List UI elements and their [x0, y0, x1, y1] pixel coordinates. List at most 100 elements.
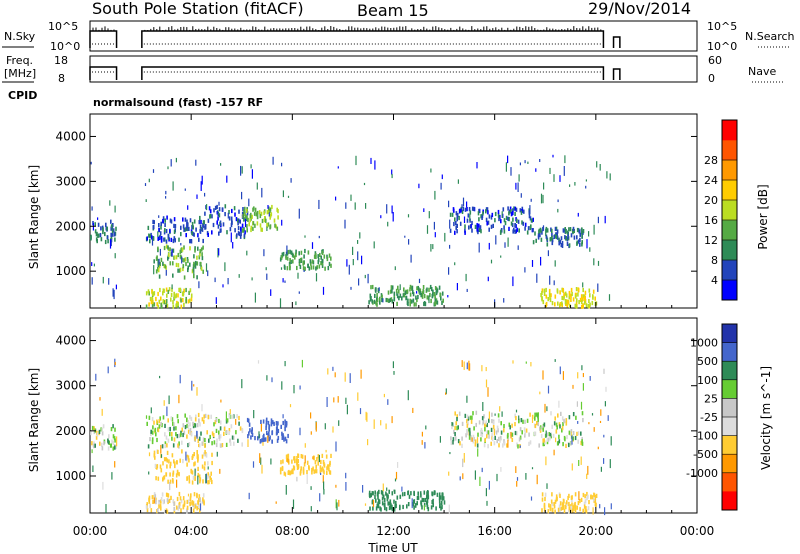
power-echo-cell: [194, 246, 196, 251]
power-echo-cell: [396, 291, 398, 296]
velocity-echo-cell: [259, 439, 262, 444]
velocity-echo-cell: [194, 461, 196, 466]
power-echo-cell: [321, 250, 324, 255]
power-scatter-cell: [230, 232, 232, 243]
power-scatter-cell: [503, 298, 505, 303]
velocity-echo-cell: [503, 424, 505, 429]
power-echo-cell: [219, 228, 222, 233]
velocity-scatter-cell: [332, 426, 334, 433]
velocity-echo-cell: [484, 437, 486, 443]
velocity-scatter-cell: [207, 466, 209, 470]
velocity-echo-cell: [193, 462, 195, 467]
beam-label: Beam 15: [357, 1, 429, 20]
velocity-echo-cell: [163, 475, 166, 480]
velocity-echo-cell: [173, 506, 175, 512]
velocity-scatter-cell: [304, 455, 306, 464]
power-echo-cell: [214, 205, 217, 210]
velocity-echo-cell: [265, 423, 268, 428]
velocity-scatter-cell: [219, 468, 221, 474]
velocity-echo-cell: [177, 419, 179, 424]
velocity-echo-cell: [326, 470, 328, 475]
velocity-echo-cell: [283, 471, 286, 476]
velocity-echo-cell: [115, 445, 117, 450]
power-echo-cell: [147, 225, 150, 230]
velocity-echo-cell: [158, 424, 161, 429]
power-echo-cell: [114, 237, 116, 242]
velocity-echo-region: [153, 449, 213, 485]
power-echo-cell: [587, 304, 590, 309]
velocity-scatter-cell: [510, 431, 512, 439]
velocity-echo-cell: [461, 421, 464, 426]
power-echo-cell: [180, 248, 182, 253]
velocity-echo-cell: [211, 452, 213, 457]
velocity-echo-cell: [114, 445, 116, 450]
velocity-scatter-cell: [258, 431, 260, 439]
velocity-echo-cell: [558, 504, 561, 509]
power-echo-cell: [237, 218, 239, 223]
velocity-echo-cell: [416, 501, 418, 506]
power-echo-cell: [96, 231, 98, 236]
power-echo-cell: [175, 262, 178, 267]
power-echo-cell: [469, 210, 472, 215]
velocity-echo-cell: [169, 479, 172, 484]
power-echo-cell: [551, 301, 554, 306]
velocity-echo-cell: [189, 430, 191, 435]
velocity-echo-cell: [515, 416, 517, 421]
power-echo-cell: [271, 204, 273, 210]
power-echo-cell: [263, 218, 266, 223]
velocity-echoes: [90, 358, 612, 516]
power-echo-cell: [398, 289, 400, 294]
power-scatter-cell: [112, 288, 114, 297]
velocity-echo-cell: [581, 439, 583, 444]
velocity-echo-cell: [537, 417, 539, 422]
velocity-echo-cell: [178, 433, 181, 438]
velocity-scatter-cell: [185, 451, 187, 461]
velocity-echo-cell: [421, 505, 423, 510]
power-scatter-cell: [350, 194, 352, 201]
velocity-echo-cell: [518, 419, 520, 424]
power-scatter-cell: [597, 216, 599, 224]
velocity-echo-cell: [568, 509, 570, 514]
velocity-echo-cell: [476, 443, 479, 448]
power-scatter-cell: [193, 268, 195, 275]
power-scatter-cell: [457, 179, 459, 184]
velocity-echo-cell: [503, 441, 506, 446]
power-echo-cell: [195, 227, 197, 232]
power-echo-cell: [453, 221, 455, 227]
velocity-echo-cell: [586, 496, 588, 501]
velocity-echo-cell: [198, 436, 201, 441]
velocity-scatter-cell: [323, 489, 325, 495]
velocity-echo-cell: [551, 508, 554, 513]
velocity-scatter-cell: [205, 474, 207, 484]
velocity-echo-cell: [114, 427, 116, 432]
power-y-tick-label: 1000: [55, 264, 86, 278]
velocity-colorbar-tick-label: -100: [693, 430, 718, 443]
power-scatter-cell: [282, 190, 284, 198]
power-echo-cell: [478, 217, 480, 222]
power-echo-cell: [405, 296, 407, 301]
power-echo-cell: [240, 231, 242, 237]
velocity-echo-cell: [182, 505, 185, 510]
power-echo-cell: [478, 208, 480, 214]
velocity-echo-cell: [593, 497, 595, 502]
velocity-echo-cell: [276, 438, 279, 443]
velocity-echo-cell: [315, 464, 317, 469]
power-echo-cell: [183, 245, 185, 250]
power-echo-cell: [545, 234, 548, 239]
power-echo-cell: [160, 221, 162, 226]
velocity-echo-cell: [282, 433, 284, 438]
velocity-echo-cell: [286, 454, 289, 459]
velocity-echo-cell: [514, 413, 516, 418]
power-scatter-cell: [241, 166, 243, 174]
velocity-echo-cell: [511, 437, 514, 442]
velocity-scatter-cell: [391, 416, 393, 424]
velocity-echo-cell: [197, 466, 199, 471]
power-echo-cell: [169, 247, 171, 252]
power-echo-cell: [504, 221, 507, 226]
power-echo-cell: [568, 243, 571, 248]
velocity-echo-cell: [165, 492, 168, 497]
velocity-scatter-cell: [148, 471, 150, 475]
power-echo-cell: [565, 299, 567, 304]
velocity-scatter-cell: [299, 385, 301, 390]
velocity-echo-cell: [153, 420, 155, 425]
